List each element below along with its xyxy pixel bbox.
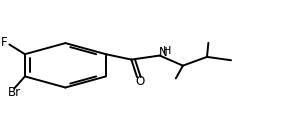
Text: Br: Br — [8, 86, 21, 99]
Text: O: O — [135, 75, 144, 88]
Text: H: H — [162, 46, 171, 56]
Text: N: N — [159, 46, 167, 59]
Text: F: F — [1, 36, 7, 49]
